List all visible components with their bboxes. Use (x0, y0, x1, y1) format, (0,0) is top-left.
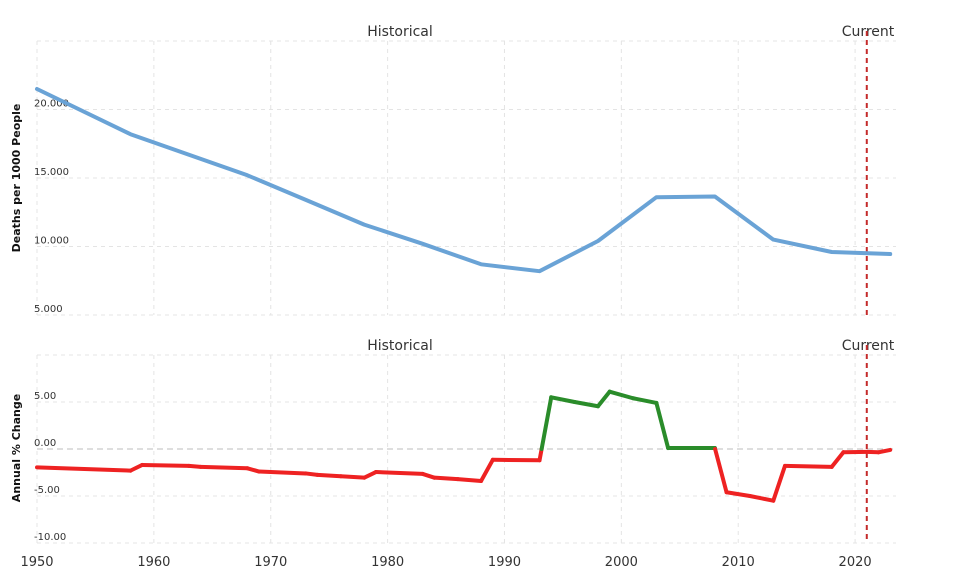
x-tick-label: 1980 (371, 555, 404, 570)
annual-change-segment (35, 465, 133, 473)
annual-change-segment (549, 395, 577, 404)
annual-change-segment (257, 469, 308, 476)
top-historical-label: Historical (367, 24, 433, 40)
deaths-series-path (35, 87, 893, 274)
top-ytick-label: 5.000 (34, 304, 63, 315)
annual-change-segment (607, 389, 636, 401)
annual-change-segment (362, 470, 378, 480)
top-grid (36, 40, 896, 316)
annual-change-segment (747, 494, 776, 503)
annual-change-segment (724, 490, 752, 498)
annual-change-chart: -10.00 -5.00 0.00 5.00 Annual % Change Hist… (10, 338, 896, 544)
bottom-historical-label: Historical (367, 338, 433, 354)
deaths-series-line (35, 87, 893, 274)
bottom-ytick-label: -5.00 (34, 485, 60, 496)
x-tick-label: 1950 (20, 555, 53, 570)
annual-change-segment (654, 400, 671, 451)
deaths-per-1000-chart: 5.000 10.000 15.000 20.000 Deaths per 1000 … (10, 24, 896, 316)
annual-change-segment (128, 462, 145, 473)
annual-change-series-line (35, 389, 893, 503)
x-tick-label: 2000 (605, 555, 638, 570)
x-axis-ticks: 1950 1960 1970 1980 1990 2000 2010 2020 (20, 555, 871, 570)
annual-change-segment (479, 457, 495, 483)
bottom-grid (36, 354, 896, 544)
bottom-y-axis-label: Annual % Change (10, 394, 23, 502)
x-tick-label: 1970 (254, 555, 287, 570)
annual-change-segment (572, 400, 600, 409)
annual-change-segment (315, 472, 343, 479)
annual-change-segment (420, 471, 437, 480)
annual-change-segment (198, 464, 250, 471)
x-tick-label: 2010 (722, 555, 755, 570)
top-y-ticks: 5.000 10.000 15.000 20.000 (34, 99, 69, 316)
annual-change-segment (373, 470, 425, 476)
annual-change-segment (245, 466, 262, 474)
top-ytick-label: 10.000 (34, 236, 69, 247)
annual-change-segment (595, 389, 612, 409)
annual-change-segment (713, 447, 729, 495)
annual-change-segment (771, 463, 787, 503)
top-ytick-label: 20.000 (34, 99, 69, 110)
top-ytick-label: 15.000 (34, 167, 69, 178)
bottom-current-label: Current (842, 338, 895, 354)
annual-change-segment (876, 447, 893, 455)
annual-change-segment (782, 463, 834, 469)
top-y-axis-label: Deaths per 1000 People (10, 104, 23, 253)
annual-change-segment (338, 474, 367, 480)
x-tick-label: 2020 (839, 555, 872, 570)
top-current-label: Current (842, 24, 895, 40)
bottom-ytick-label: -10.00 (34, 532, 66, 543)
bottom-y-ticks: -10.00 -5.00 0.00 5.00 (34, 391, 66, 543)
annual-change-segment (829, 450, 846, 469)
annual-change-segment (539, 395, 554, 451)
x-tick-label: 1990 (488, 555, 521, 570)
bottom-ytick-label: 0.00 (34, 438, 56, 449)
annual-change-segment (631, 396, 659, 405)
x-tick-label: 1960 (137, 555, 170, 570)
annual-change-segment (455, 477, 484, 483)
annual-change-segment (432, 475, 460, 482)
annual-change-segment (140, 462, 191, 468)
bottom-ytick-label: 5.00 (34, 391, 56, 402)
